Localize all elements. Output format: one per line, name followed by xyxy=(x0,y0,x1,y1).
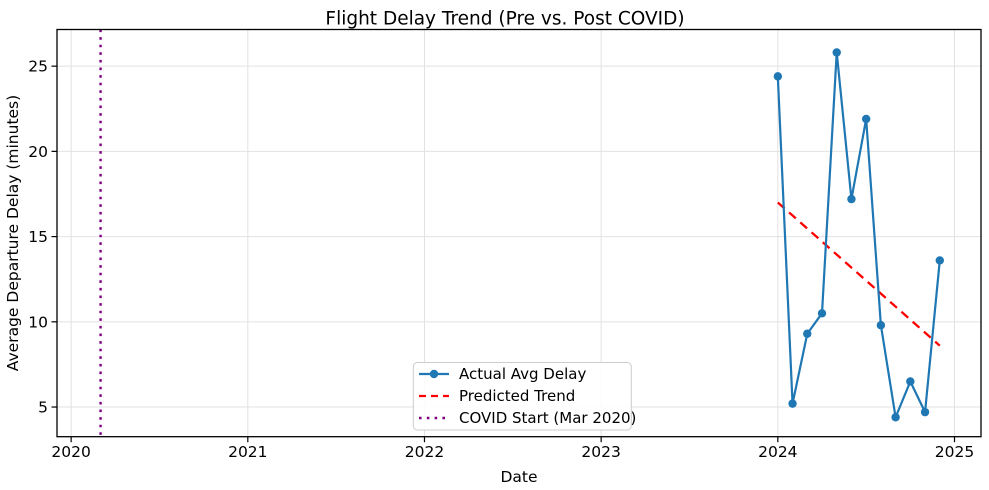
legend-item-actual-avg-delay: Actual Avg Delay xyxy=(419,365,586,383)
predicted-trend-line xyxy=(777,201,941,347)
y-tick-label: 20 xyxy=(28,143,48,161)
legend-predicted-label: Predicted Trend xyxy=(459,387,575,405)
legend: Actual Avg Delay Predicted Trend COVID S… xyxy=(412,362,636,431)
data-point-marker xyxy=(847,194,856,204)
y-tick-label: 5 xyxy=(38,399,48,417)
data-point-marker xyxy=(891,413,900,422)
x-tick-label: 2021 xyxy=(228,443,267,461)
data-point-marker xyxy=(803,329,812,338)
y-tick-label: 15 xyxy=(28,228,48,246)
legend-item-covid-start: COVID Start (Mar 2020) xyxy=(419,409,636,427)
y-tick-label: 25 xyxy=(28,58,48,76)
x-tick-label: 2025 xyxy=(935,443,974,461)
legend-actual-label: Actual Avg Delay xyxy=(459,365,586,383)
legend-actual-marker-sample xyxy=(429,369,439,379)
legend-box xyxy=(412,362,632,431)
x-tick-label: 2020 xyxy=(51,443,90,461)
x-tick-label: 2023 xyxy=(581,443,620,461)
data-point-marker xyxy=(788,399,797,408)
legend-covid-label: COVID Start (Mar 2020) xyxy=(459,409,636,427)
x-tick-label: 2024 xyxy=(758,443,797,461)
data-point-marker xyxy=(861,114,871,124)
data-point-marker xyxy=(920,407,930,417)
predicted-trend-layer xyxy=(777,201,941,347)
legend-item-predicted-trend: Predicted Trend xyxy=(419,387,575,405)
y-axis-label: Average Departure Delay (minutes) xyxy=(4,95,22,371)
x-tick-label: 2022 xyxy=(405,443,444,461)
data-point-marker xyxy=(935,256,944,265)
actual-delay-layer xyxy=(773,48,944,422)
chart-title: Flight Delay Trend (Pre vs. Post COVID) xyxy=(325,9,684,30)
actual-delay-line xyxy=(776,51,941,419)
y-tick-label: 10 xyxy=(28,313,48,331)
data-point-marker xyxy=(832,48,841,57)
data-point-marker xyxy=(906,377,915,386)
data-point-marker xyxy=(773,72,783,81)
data-point-marker xyxy=(876,321,886,330)
x-axis-label: Date xyxy=(500,468,537,486)
plot-border xyxy=(56,28,982,438)
data-point-marker xyxy=(817,309,827,318)
